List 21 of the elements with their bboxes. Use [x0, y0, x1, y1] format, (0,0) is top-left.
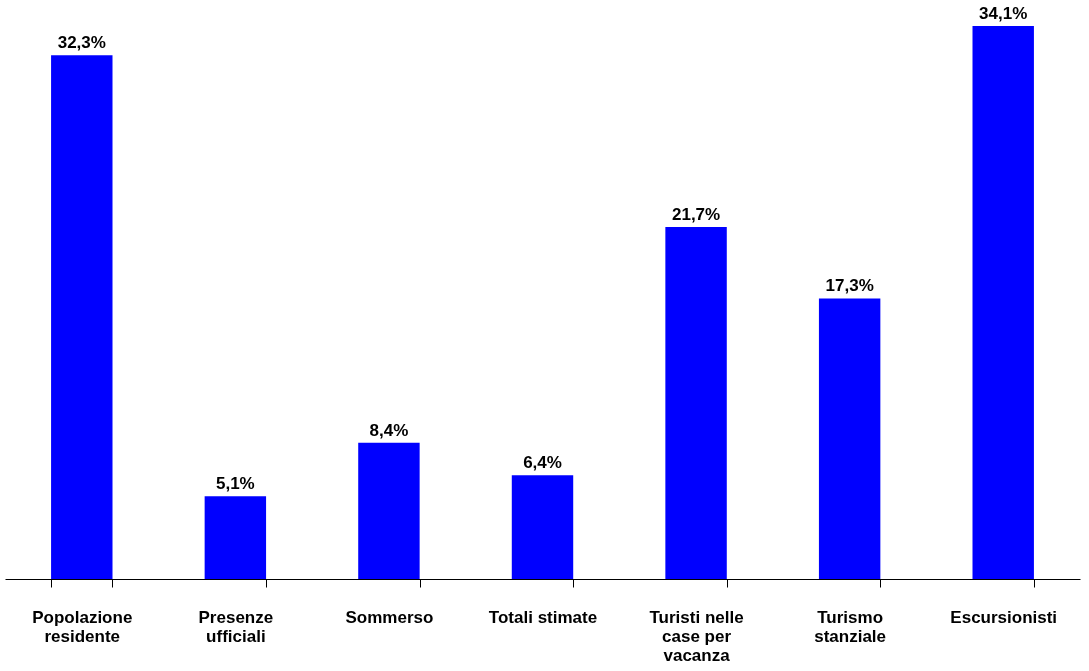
- bar: [204, 496, 267, 579]
- data-label: 34,1%: [979, 4, 1028, 23]
- data-label: 21,7%: [671, 205, 721, 225]
- bar: [51, 55, 113, 579]
- data-label: 6,4%: [523, 453, 562, 473]
- bar: [358, 442, 420, 579]
- x-tick-label: Sommerso: [345, 607, 434, 627]
- x-tick-label: Turismo stanziale: [814, 607, 887, 646]
- data-label: 8,4%: [369, 420, 409, 440]
- bar: [818, 298, 881, 579]
- x-tick-label: Escursionisti: [950, 607, 1058, 627]
- x-tick-label: Totali stimate: [488, 607, 598, 627]
- bar: [511, 475, 574, 579]
- bar: [972, 26, 1034, 579]
- data-label: 32,3%: [57, 33, 106, 53]
- data-label: 5,1%: [215, 474, 255, 494]
- data-label: 17,3%: [825, 276, 874, 296]
- x-tick-label: Turisti nelle case per vacanza: [649, 607, 744, 665]
- x-tick-label: Presenze ufficiali: [198, 607, 274, 646]
- bar: [665, 227, 727, 579]
- x-tick-label: Popolazione residente: [32, 607, 133, 646]
